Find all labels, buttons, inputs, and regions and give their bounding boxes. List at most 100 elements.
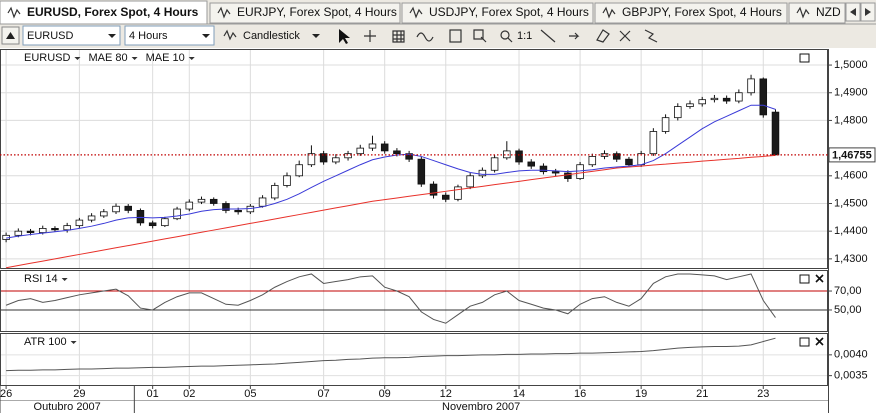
chart-area	[0, 48, 876, 413]
tab[interactable]: GBPJPY, Forex Spot, 4 Hours	[594, 2, 788, 24]
tab-strip: EURUSD, Forex Spot, 4 Hours EURJPY, Forex…	[0, 0, 846, 25]
legend-entry[interactable]: MAE 10	[146, 52, 185, 64]
candle-body	[649, 131, 658, 155]
candle-body	[197, 198, 206, 203]
tab-icon	[602, 6, 616, 19]
pane-maximize[interactable]	[799, 53, 810, 63]
candle-body	[63, 225, 71, 231]
y-tick-label: 50,00	[834, 304, 862, 316]
candle-body	[710, 97, 719, 101]
candle-body	[124, 205, 132, 211]
candle-body	[319, 153, 328, 163]
candle-body	[393, 150, 401, 155]
x-tick-label: 16	[574, 388, 586, 400]
candle-body	[417, 158, 426, 185]
tool-icons[interactable]: 1:1	[339, 29, 658, 44]
chart-type: Candlestick	[243, 30, 300, 42]
y-tick-label: 0,0040	[834, 349, 868, 361]
tab-label: NZD	[816, 5, 841, 19]
legend-entry[interactable]: MAE 80	[88, 52, 127, 64]
legend-dropdown[interactable]	[188, 57, 195, 60]
zoom-ratio: 1:1	[517, 30, 532, 42]
legend-dropdown[interactable]	[74, 57, 81, 60]
symbol-combo[interactable]	[22, 25, 121, 46]
x-tick-label: 21	[696, 388, 708, 400]
candle-body	[26, 230, 35, 233]
x-tick-label: 26	[0, 388, 12, 400]
legend-entry[interactable]: EURUSD	[24, 52, 71, 64]
legend-dropdown[interactable]	[131, 57, 138, 60]
candle-body	[344, 153, 352, 159]
pane-close[interactable]	[815, 274, 824, 283]
candle-body	[429, 183, 438, 196]
x-tick-label: 01	[147, 388, 159, 400]
pane-maximize[interactable]	[799, 274, 810, 284]
candle-body	[527, 161, 535, 167]
candle-body	[466, 175, 474, 188]
tab-icon	[7, 6, 21, 19]
indicator-line	[6, 154, 776, 269]
candle-body	[625, 158, 633, 166]
tab-label: GBPJPY, Forex Spot, 4 Hours	[622, 5, 782, 19]
candle-body	[173, 208, 181, 220]
legend-entry[interactable]: ATR 100	[24, 336, 67, 348]
chart-type-combo[interactable]	[218, 26, 324, 45]
candle-body	[674, 106, 682, 119]
tab-label: EURJPY, Forex Spot, 4 Hours	[237, 5, 397, 19]
pane-frame	[0, 333, 828, 386]
candle-body	[51, 228, 59, 231]
candle-body	[747, 78, 755, 94]
candle-body	[112, 205, 120, 213]
tab[interactable]: NZD	[788, 2, 846, 24]
candle-body	[661, 117, 670, 132]
y-tick-label: 1,4300	[834, 253, 868, 265]
candle-body	[759, 78, 768, 116]
candle-body	[14, 230, 23, 236]
y-tick-label: 1,4500	[834, 197, 868, 209]
candle-body	[295, 164, 303, 177]
candle-body	[258, 197, 267, 207]
candle-body	[735, 92, 743, 102]
indicator-line	[6, 104, 776, 239]
tab[interactable]: EURJPY, Forex Spot, 4 Hours	[209, 2, 401, 24]
tab-icon	[409, 6, 423, 19]
pane-maximize[interactable]	[799, 337, 810, 347]
candle-body	[368, 143, 377, 149]
candle-body	[490, 157, 499, 171]
x-tick-label: 02	[183, 388, 195, 400]
candle-body	[332, 157, 340, 163]
pane-close[interactable]	[815, 337, 824, 346]
candle-body	[722, 97, 731, 102]
candle-body	[405, 153, 413, 160]
legend-entry[interactable]: RSI 14	[24, 273, 58, 285]
candle-body	[539, 165, 548, 173]
candle-body	[209, 198, 218, 204]
x-tick-label: 05	[244, 388, 256, 400]
candle-body	[136, 210, 145, 224]
tab-bg	[401, 2, 594, 24]
tab[interactable]: EURUSD, Forex Spot, 4 Hours	[0, 0, 208, 25]
candle-body	[234, 210, 242, 213]
candle-body	[148, 222, 157, 227]
candle-body	[564, 172, 572, 179]
tab-scroll[interactable]	[845, 2, 876, 22]
x-tick-label: 14	[513, 388, 525, 400]
indicator-line	[5, 273, 776, 324]
candle-body	[612, 153, 621, 160]
candle-body	[75, 219, 84, 227]
candle-body	[185, 201, 194, 210]
candle-body	[551, 171, 560, 174]
legend-dropdown[interactable]	[61, 278, 68, 281]
x-tick-label: 29	[73, 388, 85, 400]
tab-label: USDJPY, Forex Spot, 4 Hours	[429, 5, 589, 19]
candle-body	[588, 156, 597, 166]
indicator-line	[6, 337, 776, 372]
legend-dropdown[interactable]	[70, 341, 77, 344]
last-price-label: 1,46755	[832, 149, 872, 161]
tab[interactable]: USDJPY, Forex Spot, 4 Hours	[401, 2, 594, 24]
y-tick-label: 1,5000	[834, 59, 868, 71]
x-tick-label: 12	[440, 388, 452, 400]
interval-combo[interactable]	[124, 25, 215, 46]
y-tick-label: 1,4800	[834, 114, 868, 126]
